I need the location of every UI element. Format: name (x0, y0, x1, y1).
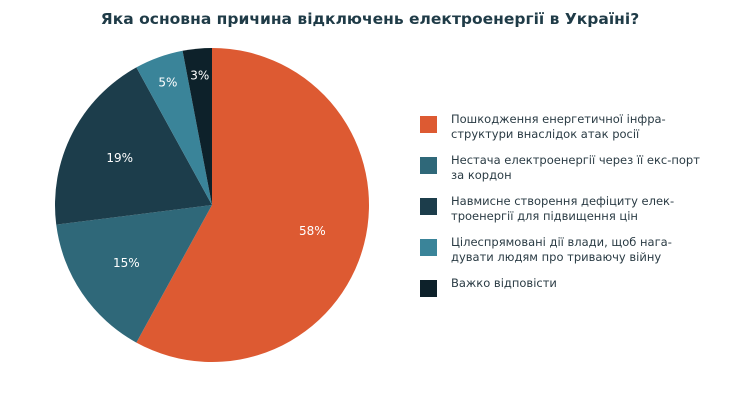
legend-swatch (420, 239, 437, 256)
legend-label: Нестача електроенергії через її екс-​пор… (451, 153, 700, 182)
data-label: 15% (113, 256, 140, 270)
data-label: 5% (158, 75, 177, 89)
data-label: 19% (106, 151, 133, 165)
pie-slice-1 (56, 205, 212, 343)
legend-swatch (420, 157, 437, 174)
chart-title: Яка основна причина відключень електроен… (100, 10, 640, 28)
data-label: 58% (299, 224, 326, 238)
pie-slice-4 (182, 48, 212, 205)
legend-item: Навмисне створення дефіциту елек-​троене… (420, 194, 720, 235)
legend-swatch (420, 280, 437, 297)
pie-slice-3 (136, 50, 212, 206)
legend-item: Пошкодження енергетичної інфра-​структур… (420, 112, 720, 153)
legend-item: Цілеспрямовані дії влади, щоб нага-​дува… (420, 235, 720, 276)
pie-slice-0 (136, 48, 370, 362)
legend-item: Важко відповісти (420, 276, 720, 317)
data-label: 3% (190, 68, 209, 82)
legend-swatch (420, 116, 437, 133)
legend-item: Нестача електроенергії через її екс-​пор… (420, 153, 720, 194)
legend-label: Цілеспрямовані дії влади, щоб нага-​дува… (451, 235, 672, 264)
legend-label: Навмисне створення дефіциту елек-​троене… (451, 194, 675, 223)
legend-label: Важко відповісти (451, 276, 557, 290)
pie-slice-2 (54, 67, 212, 225)
legend-label: Пошкодження енергетичної інфра-​структур… (451, 112, 666, 141)
legend: Пошкодження енергетичної інфра-​структур… (420, 112, 720, 317)
legend-swatch (420, 198, 437, 215)
